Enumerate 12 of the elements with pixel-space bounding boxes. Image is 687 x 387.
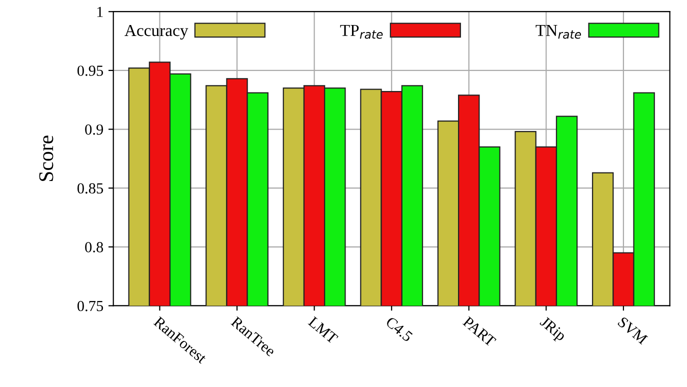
y-tick-label: 0.95 [77,66,104,76]
legend-label: TP$_{rate}$ [340,24,383,39]
y-tick-label: 0.75 [77,300,104,312]
y-tick-label: 1 [97,6,103,17]
x-tick-label: C4.5 [385,316,414,342]
legend-label: Accuracy [124,24,188,40]
y-tick-label: 0.8 [85,242,104,252]
legend-label: TN$_{rate}$ [536,24,581,39]
x-tick-label: JRip [538,316,567,344]
y-tick-label: 0.9 [85,124,104,135]
y-axis-title: Score [39,136,54,181]
y-tick-label: 0.85 [77,183,104,194]
